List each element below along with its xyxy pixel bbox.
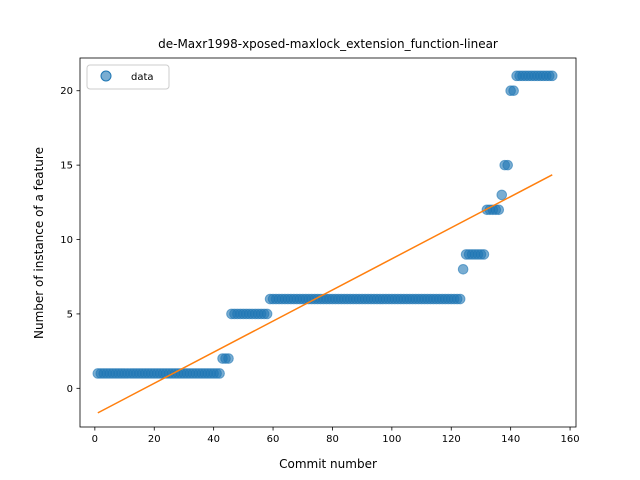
x-tick-label: 40 [207,434,220,445]
x-tick-label: 140 [501,434,520,445]
data-point [454,293,466,305]
legend: data [86,64,170,90]
chart-title: de-Maxr1998-xposed-maxlock_extension_fun… [158,37,498,51]
x-tick-label: 120 [442,434,461,445]
x-axis-label: Commit number [279,457,377,471]
y-tick-label: 15 [60,161,73,172]
axes-frame [79,57,577,428]
fit-line [97,174,553,414]
legend-frame [86,64,170,90]
data-point [214,368,225,379]
y-tick-label: 0 [67,384,73,395]
data-point [223,353,234,364]
legend-entry-data: data [131,72,154,83]
x-tick-label: 160 [561,434,580,445]
y-tick-label: 5 [67,309,73,320]
y-tick-label: 10 [60,235,73,246]
data-point [493,204,505,216]
x-tick-label: 100 [382,434,401,445]
data-point [502,159,513,171]
data-point [261,308,273,320]
data-point [508,85,519,97]
data-point [478,249,490,260]
legend-marker [100,70,112,82]
y-tick-label: 20 [60,86,73,97]
x-tick-label: 80 [326,434,339,445]
data-point [546,70,558,82]
axes: 0 20 40 60 80 100 120 140 160 0 5 10 15 20 [60,57,580,445]
data-point [496,189,508,201]
y-axis-label: Number of instance of a feature [32,147,46,339]
x-tick-label: 60 [267,434,280,445]
x-tick-label: 0 [92,434,98,445]
plot-area [92,70,558,414]
data-point [457,263,469,275]
x-tick-label: 20 [148,434,161,445]
